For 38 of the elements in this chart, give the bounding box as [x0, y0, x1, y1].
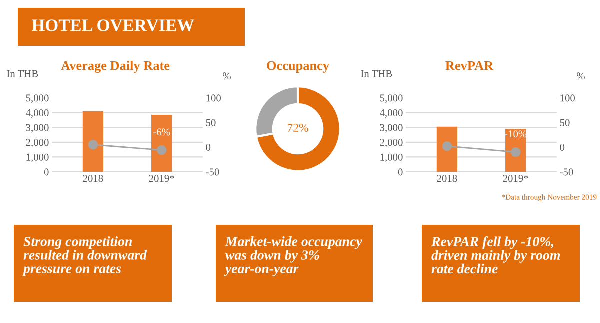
chart-title: RevPAR — [446, 61, 494, 70]
y-tick-label: 4,000 — [380, 109, 403, 118]
y2-tick-label: 0 — [560, 144, 565, 152]
y-tick-label: 1,000 — [380, 154, 403, 162]
y-tick-label: 2,000 — [380, 139, 403, 148]
text: RevPAR fell by -10%, driven mainly by room rate decline — [431, 236, 560, 274]
y-tick-label: 4,000 — [26, 109, 49, 118]
y2-tick-label: -50 — [206, 168, 220, 176]
y-tick-label: 0 — [44, 168, 49, 176]
x-tick-label: 2019* — [149, 175, 174, 182]
y-tick-label: 3,000 — [26, 124, 49, 133]
data-label: 72% — [288, 124, 308, 132]
y-tick-label: 0 — [398, 168, 403, 176]
x-tick-label: 2019* — [503, 175, 528, 182]
y-tick-label: 1,000 — [26, 154, 49, 162]
x-tick-label: 2018 — [83, 175, 104, 182]
donut-slice — [255, 86, 342, 172]
y-axis-title: In THB — [7, 70, 38, 78]
text: HOTEL OVERVIEW — [32, 20, 194, 32]
y-tick-label: 5,000 — [26, 94, 49, 104]
y-tick-label: 5,000 — [380, 94, 403, 104]
y2-axis-title: % — [222, 72, 231, 80]
y2-tick-label: 0 — [206, 144, 211, 152]
data-label: -6% — [154, 128, 170, 136]
y2-tick-label: 100 — [206, 94, 222, 102]
y2-tick-label: -50 — [560, 168, 574, 176]
y2-tick-label: 50 — [206, 119, 216, 126]
y2-tick-label: 100 — [560, 94, 576, 102]
x-tick-label: 2018 — [437, 175, 458, 182]
chart-title: Average Daily Rate — [61, 60, 170, 74]
y2-tick-label: 50 — [560, 119, 570, 126]
y-tick-label: 3,000 — [380, 124, 403, 133]
y2-axis-title: % — [576, 72, 585, 80]
chart-title: Occupancy — [267, 61, 330, 73]
text: Strong competition resulted in downward pressure on rates — [22, 236, 148, 276]
text: Market-wide occupancy was down by 3% year-on-year — [224, 236, 362, 276]
y-tick-label: 2,000 — [26, 139, 49, 148]
y-axis-title: In THB — [361, 70, 392, 78]
